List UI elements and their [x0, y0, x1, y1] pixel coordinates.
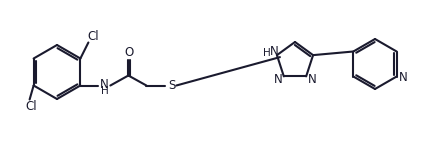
- Text: N: N: [399, 71, 408, 84]
- Text: H: H: [263, 48, 271, 58]
- Text: Cl: Cl: [88, 30, 99, 43]
- Text: Cl: Cl: [26, 100, 38, 113]
- Text: N: N: [100, 78, 109, 91]
- Text: N: N: [308, 73, 317, 86]
- Text: S: S: [168, 79, 176, 92]
- Text: N: N: [270, 45, 278, 58]
- Text: H: H: [101, 86, 108, 95]
- Text: O: O: [125, 46, 134, 59]
- Text: N: N: [273, 73, 282, 86]
